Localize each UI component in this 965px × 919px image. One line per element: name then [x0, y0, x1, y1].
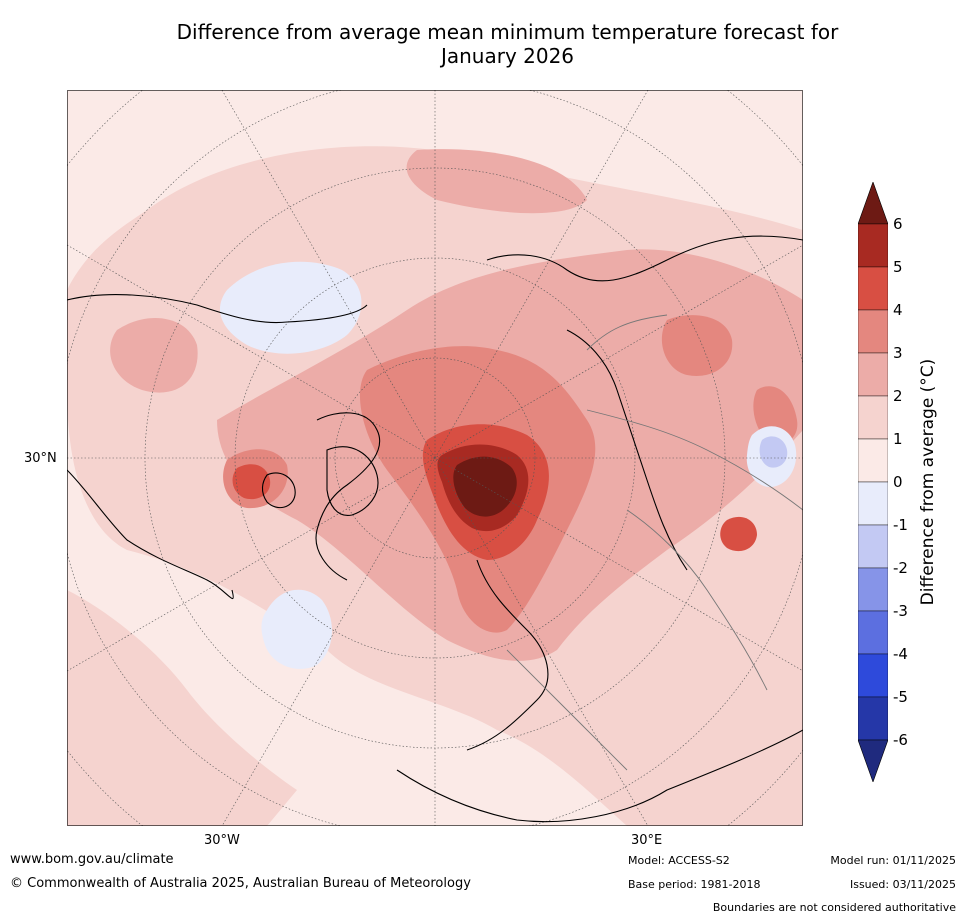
anomaly-zone-neg-0-1 — [261, 589, 333, 669]
borders — [506, 314, 803, 771]
anomaly-zone-1-2 — [67, 590, 297, 826]
website-link[interactable]: www.bom.gov.au/climate — [10, 852, 174, 867]
colorbar-band-neg3-4 — [857, 610, 889, 655]
colorbar-band-2-3 — [857, 352, 889, 397]
map-svg — [67, 90, 803, 826]
colorbar-tick: -2 — [893, 559, 908, 577]
issued-text: Issued: 03/11/2025 — [849, 878, 956, 891]
model-run-text: Model run: 01/11/2025 — [830, 854, 956, 867]
title-line-2: January 2026 — [440, 44, 575, 68]
colorbar-band-3-4 — [857, 309, 889, 354]
longitude-label-30e: 30°E — [631, 833, 663, 848]
colorbar-tick: 5 — [893, 258, 903, 276]
colorbar-top-arrow — [857, 181, 889, 225]
colorbar-tick: 1 — [893, 430, 903, 448]
model-text: Model: ACCESS-S2 — [628, 854, 730, 867]
colorbar-band-0-1 — [857, 438, 889, 483]
colorbar-tick: 4 — [893, 301, 903, 319]
anomaly-zone-6-plus — [453, 456, 517, 517]
colorbar-svg — [857, 181, 889, 783]
copyright-text: © Commonwealth of Australia 2025, Austra… — [10, 876, 471, 891]
anomaly-zone-4-5 — [232, 464, 271, 500]
colorbar-tick: -4 — [893, 645, 908, 663]
colorbar-band-neg1-2 — [857, 524, 889, 569]
colorbar-tick: 3 — [893, 344, 903, 362]
colorbar-tick: -5 — [893, 688, 908, 706]
colorbar — [857, 181, 889, 783]
title-line-1: Difference from average mean minimum tem… — [176, 20, 839, 44]
colorbar-bottom-arrow — [857, 739, 889, 783]
colorbar-band-5-6 — [857, 223, 889, 268]
colorbar-band-1-2 — [857, 395, 889, 440]
colorbar-band-4-5 — [857, 266, 889, 311]
longitude-label-30w: 30°W — [204, 833, 240, 848]
anomaly-zone-3-4 — [661, 315, 733, 376]
colorbar-tick: 2 — [893, 387, 903, 405]
colorbar-tick: -6 — [893, 731, 908, 749]
coastlines — [67, 235, 803, 823]
colorbar-tick: -1 — [893, 516, 908, 534]
anomaly-zone-1-2 — [664, 690, 803, 826]
colorbar-tick: -3 — [893, 602, 908, 620]
anomaly-zone-neg-0-1 — [219, 261, 362, 354]
latitude-label-30n: 30°N — [24, 451, 57, 466]
colorbar-band-neg2-3 — [857, 567, 889, 612]
disclaimer-text: Boundaries are not considered authoritat… — [712, 901, 956, 914]
colorbar-band-neg0-1 — [857, 481, 889, 526]
colorbar-tick: 6 — [893, 215, 903, 233]
anomaly-zone-2-3 — [110, 318, 198, 393]
colorbar-tick: 0 — [893, 473, 903, 491]
base-period-text: Base period: 1981-2018 — [628, 878, 761, 891]
graticule — [67, 90, 803, 826]
colorbar-band-neg4-5 — [857, 653, 889, 698]
chart-title: Difference from average mean minimum tem… — [60, 20, 955, 68]
colorbar-band-neg5-6 — [857, 696, 889, 741]
anomaly-zone-neg-1-2 — [759, 436, 788, 468]
anomaly-zone-4-5 — [720, 516, 757, 552]
anomaly-zone-2-3 — [406, 149, 587, 214]
colorbar-title: Difference from average (°C) — [918, 358, 938, 606]
polar-map[interactable] — [67, 90, 803, 826]
